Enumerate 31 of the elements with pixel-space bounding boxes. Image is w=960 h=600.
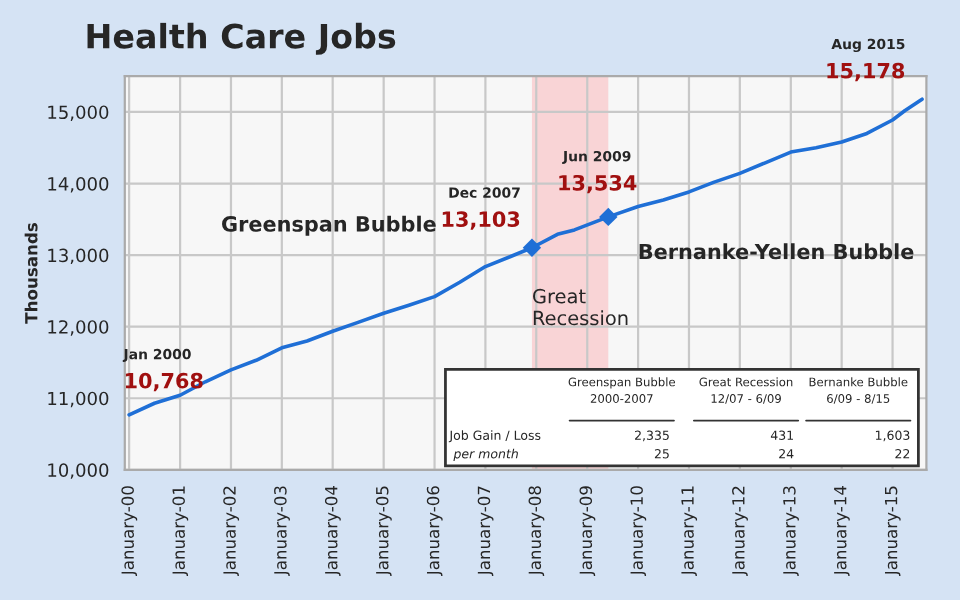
y-axis-title: Thousands	[24, 223, 38, 324]
annotation: 15,178	[827, 62, 905, 82]
x-tick-label: January-13	[783, 486, 799, 577]
x-tick-label: January-06	[426, 486, 443, 577]
annotation: Greenspan Bubble	[222, 215, 436, 236]
x-tick-label: January-07	[477, 486, 494, 577]
x-tick-label: January-08	[528, 486, 545, 577]
annotation: 13,534	[559, 174, 637, 194]
x-tick-label: January-14	[834, 486, 850, 577]
annotation: Bernanke-Yellen Bubble	[639, 243, 914, 260]
x-tick-label: January-09	[579, 486, 596, 577]
y-tick-label: 13,000	[48, 248, 109, 265]
x-tick-label: January-11	[681, 486, 698, 577]
y-tick-label: 14,000	[48, 177, 109, 193]
annotation: 13,103	[442, 211, 520, 230]
y-tick-label: 10,000	[48, 463, 109, 479]
x-tick-label: January-03	[274, 486, 290, 577]
x-tick-label: January-12	[732, 486, 748, 577]
y-tick-label: 12,000	[48, 320, 109, 336]
x-tick-label: January-05	[375, 486, 392, 577]
y-tick-label: 11,000	[48, 391, 109, 408]
band-label: Great Recession	[533, 288, 628, 326]
x-tick-label: January-00	[121, 486, 138, 577]
x-tick-label: January-15	[884, 486, 901, 577]
x-tick-label: January-10	[630, 486, 647, 577]
x-tick-label: January-04	[324, 486, 341, 577]
x-tick-label: January-01	[172, 486, 189, 577]
chart-title: Health Care Jobs	[87, 22, 396, 55]
x-tick-label: January-02	[223, 486, 240, 577]
y-tick-label: 15,000	[48, 105, 109, 121]
annotation: 10,768	[125, 372, 203, 392]
